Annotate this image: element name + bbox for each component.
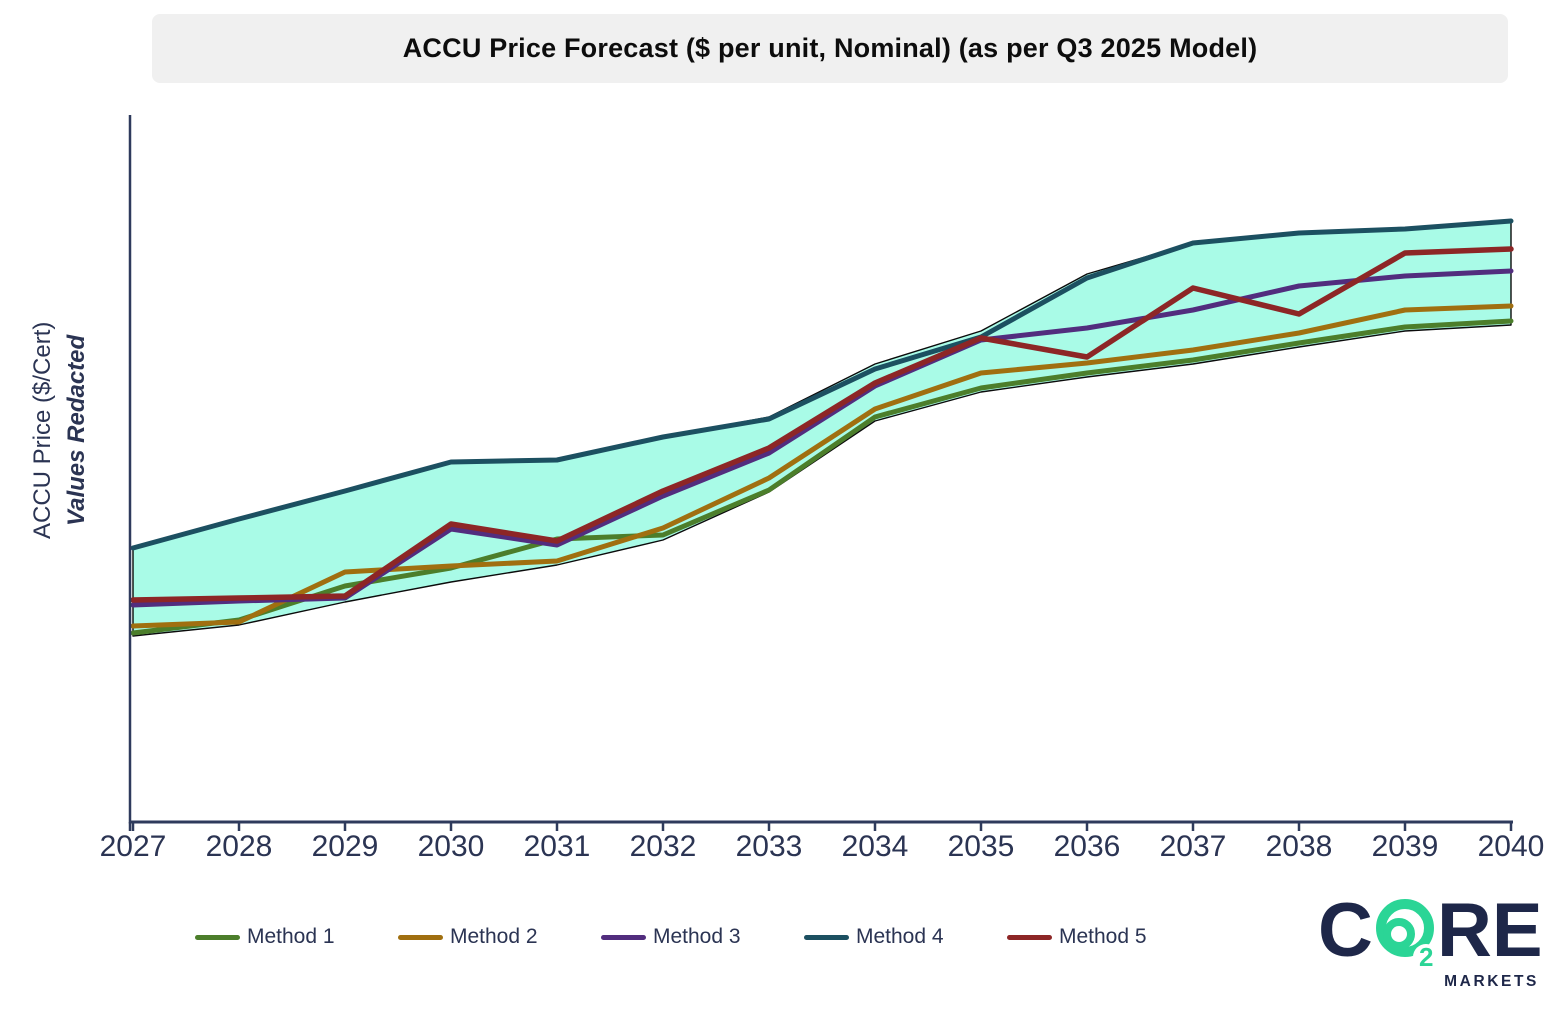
- x-axis-label: 2033: [736, 830, 803, 863]
- logo-subscript-2: 2: [1419, 942, 1433, 972]
- legend-item-method-4: Method 4: [804, 925, 1007, 949]
- logo-letters-re: RE: [1437, 894, 1540, 973]
- series-line-method-4: [130, 218, 1514, 551]
- x-axis-label: 2027: [100, 830, 167, 863]
- x-axis-label: 2038: [1266, 830, 1333, 863]
- core-markets-logo-graphic: C 2 RE MARKETS: [1318, 888, 1543, 990]
- legend-item-label: Method 4: [856, 925, 944, 948]
- legend-item-label: Method 1: [247, 925, 335, 948]
- legend-item-label: Method 2: [450, 925, 538, 948]
- series-line-method-5: [130, 246, 1514, 603]
- x-axis-label: 2031: [524, 830, 591, 863]
- logo-subscript-backing: [1413, 944, 1439, 970]
- x-axis-label: 2036: [1054, 830, 1121, 863]
- x-axis-label: 2040: [1478, 830, 1545, 863]
- series-line-method-2: [130, 303, 1514, 629]
- logo-o-inner-ring: [1383, 918, 1415, 950]
- legend-swatch: [195, 934, 240, 940]
- legend-item-method-3: Method 3: [601, 925, 804, 949]
- x-axis-label: 2039: [1372, 830, 1439, 863]
- legend-swatch: [1007, 934, 1052, 940]
- legend-swatch: [804, 934, 849, 940]
- plot-area: 2027 2028 2029 2030 2031 2032 2033 2034 2035 2036…: [100, 115, 1545, 863]
- x-axis-label: 2032: [630, 830, 697, 863]
- x-axis-label: 2028: [206, 830, 273, 863]
- x-axis-label: 2035: [948, 830, 1015, 863]
- legend-item-method-2: Method 2: [398, 925, 601, 949]
- legend-item-method-1: Method 1: [195, 925, 398, 949]
- core-markets-logo: C 2 RE MARKETS: [1318, 888, 1543, 992]
- legend-swatch: [601, 934, 646, 940]
- logo-markets-text: MARKETS: [1444, 973, 1539, 990]
- legend-item-label: Method 5: [1059, 925, 1147, 948]
- x-axis-label: 2034: [842, 830, 909, 863]
- x-axis-label: 2029: [312, 830, 379, 863]
- logo-letter-c: C: [1318, 894, 1373, 973]
- logo-o-outer-ring: [1376, 899, 1434, 957]
- legend-item-method-5: Method 5: [1007, 925, 1210, 949]
- legend-item-label: Method 3: [653, 925, 741, 948]
- x-axis-label: 2030: [418, 830, 485, 863]
- chart-title-box: ACCU Price Forecast ($ per unit, Nominal…: [152, 14, 1508, 83]
- x-axis-label: 2037: [1160, 830, 1227, 863]
- legend: Method 1 Method 2 Method 3 Method 4 Method 5: [195, 924, 1210, 950]
- legend-swatch: [398, 934, 443, 940]
- series-line-method-1: [130, 318, 1514, 636]
- chart-title: ACCU Price Forecast ($ per unit, Nominal…: [402, 33, 1258, 63]
